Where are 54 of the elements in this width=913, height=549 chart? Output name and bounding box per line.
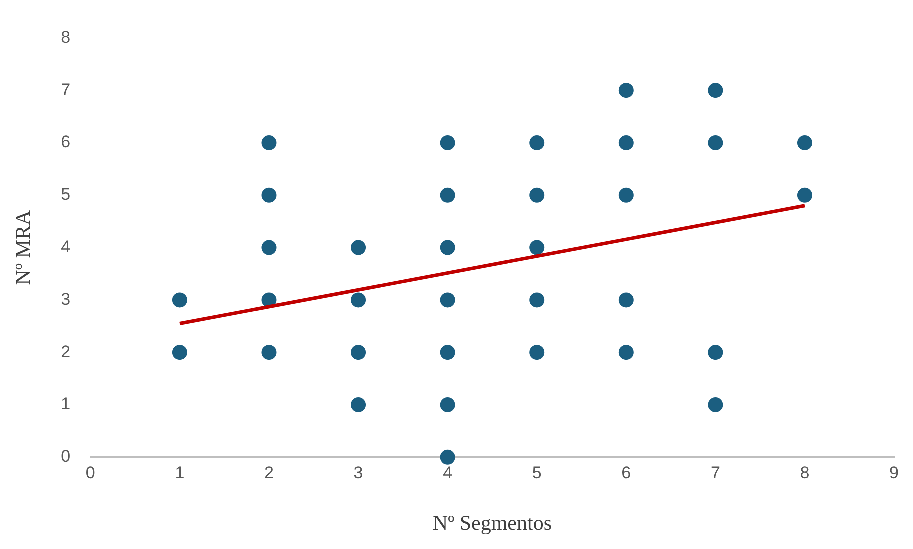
x-tick-label: 9 [890,463,900,482]
point [440,136,456,150]
y-tick-label: 5 [61,185,71,204]
y-axis-title: Nº MRA [11,210,36,286]
x-tick-label: 7 [710,463,720,482]
point [262,345,277,360]
point [618,188,634,203]
y-tick-label: 7 [61,80,71,100]
point [440,292,456,308]
point [530,240,545,256]
point [172,292,188,308]
y-tick-label: 6 [61,132,71,152]
point [618,345,634,360]
point [172,345,188,360]
point [351,398,366,412]
point [708,398,724,412]
point [708,136,724,150]
point [262,136,277,150]
x-tick-label: 3 [354,463,364,482]
point [440,345,456,360]
point [262,240,277,256]
point [351,345,366,360]
y-tick-label: 8 [61,28,71,47]
x-tick-label: 1 [175,463,185,482]
point [797,136,812,150]
x-tick-label: 4 [443,463,453,482]
x-tick-label: 5 [532,463,542,482]
point [440,398,456,412]
x-axis-title: Nº Segmentos [432,510,552,535]
point [530,136,545,150]
point [351,292,366,308]
y-tick-label: 1 [61,394,71,414]
x-tick-label: 6 [622,463,632,482]
point [440,188,456,203]
y-tick-label: 3 [61,290,71,309]
point [440,240,456,256]
point [618,136,634,150]
point [618,292,634,308]
point [262,188,277,203]
point [797,188,812,203]
point [708,345,724,360]
point [351,240,366,256]
point [708,83,724,98]
point [530,292,545,308]
x-tick-label: 8 [800,463,810,482]
point [440,450,456,465]
y-tick-label: 0 [61,447,71,466]
y-tick-label: 4 [61,237,71,256]
y-tick-label: 2 [61,342,71,362]
point [530,345,545,360]
point [530,188,545,203]
x-tick-label: 0 [86,463,96,482]
x-tick-label: 2 [264,463,274,482]
point [618,83,634,98]
